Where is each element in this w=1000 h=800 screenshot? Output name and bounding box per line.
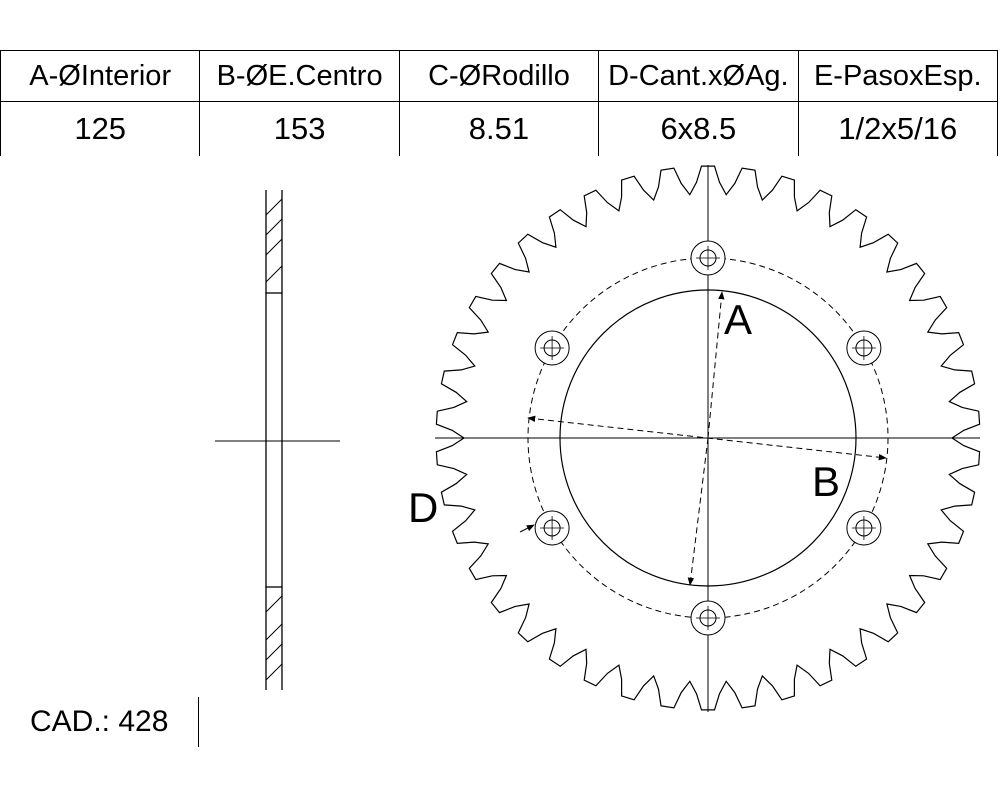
value-d-holes: 6x8.5 [598,101,799,156]
side-lower-rim [265,587,283,690]
sprocket-teeth-outline [435,165,981,711]
bolt-hole [846,330,882,366]
cad-chain-size: CAD.: 428 [0,697,199,747]
dimension-b-arrow [527,415,887,461]
dimension-d-arrow [519,524,535,533]
spec-header-row: A-ØInterior B-ØE.Centro C-ØRodillo D-Can… [0,50,999,102]
dimension-c-arrow [687,437,709,586]
dimension-a-arrow [707,291,725,439]
bolt-hole [690,240,726,276]
label-a: A [724,296,752,343]
value-c-roller: 8.51 [398,101,600,156]
header-b-center: B-ØE.Centro [199,50,400,102]
bolt-hole [534,510,570,546]
header-e-pitch: E-PasoxEsp. [797,50,999,102]
sprocket-drawing: A B D [215,165,981,712]
front-view: A B D [408,165,981,712]
side-upper-rim [265,190,283,293]
side-profile-view [215,190,340,690]
bolt-hole [846,510,882,546]
header-a-interior: A-ØInterior [0,50,201,102]
value-b-center: 153 [199,101,400,156]
spec-value-row: 125 153 8.51 6x8.5 1/2x5/16 [0,101,999,156]
bolt-hole [534,330,570,366]
bolt-holes [534,240,882,636]
header-c-roller: C-ØRodillo [398,50,600,102]
label-d: D [408,484,438,531]
value-a-interior: 125 [0,101,201,156]
value-e-pitch: 1/2x5/16 [797,101,999,156]
label-b: B [812,458,840,505]
spec-table: A-ØInterior B-ØE.Centro C-ØRodillo D-Can… [0,50,999,156]
header-d-holes: D-Cant.xØAg. [598,50,799,102]
side-hub [265,292,283,588]
bolt-hole [690,600,726,636]
side-hatch [265,198,283,681]
